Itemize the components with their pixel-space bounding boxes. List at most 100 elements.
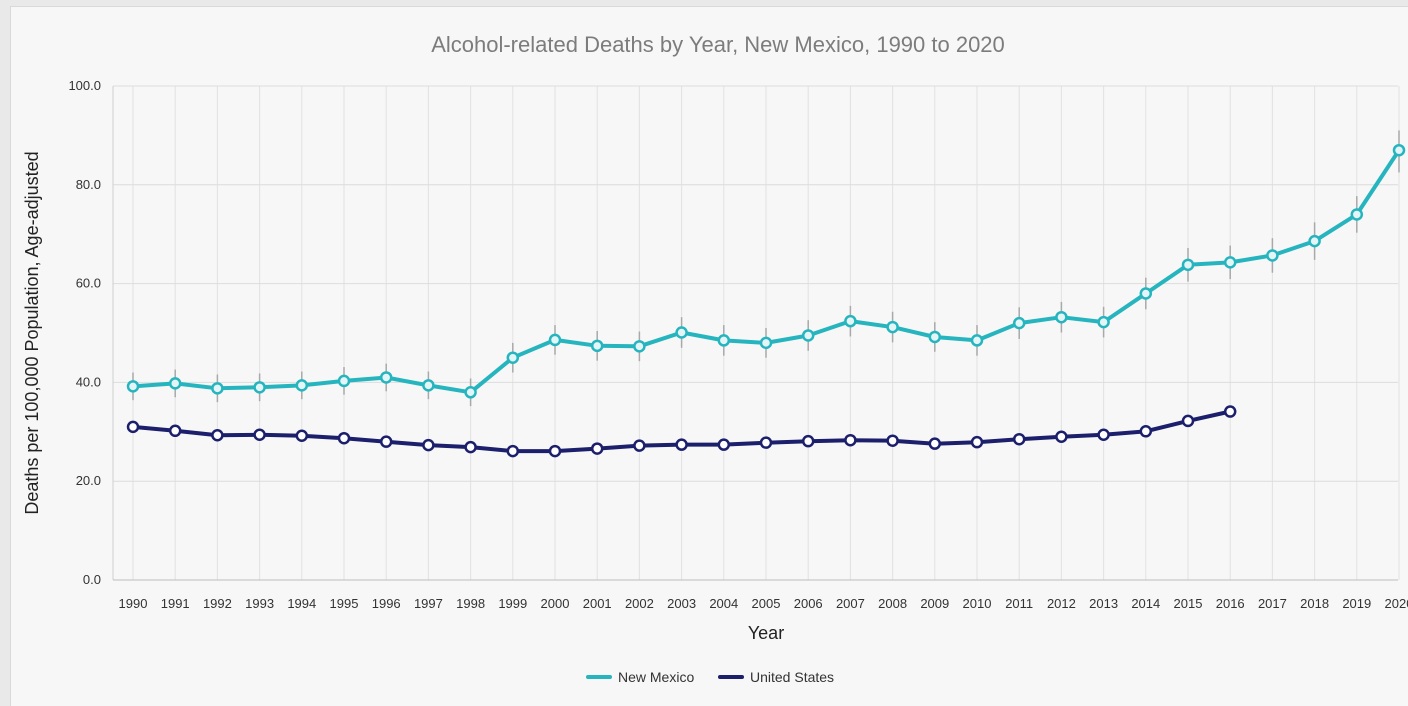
data-point [759, 336, 773, 350]
x-tick-label: 2018 [1300, 596, 1329, 611]
legend-label: New Mexico [618, 669, 694, 685]
data-point [970, 334, 984, 347]
data-point [675, 326, 688, 339]
x-tick-label: 2016 [1216, 596, 1245, 611]
data-point [801, 329, 815, 342]
data-point [886, 320, 899, 334]
x-tick-label: 2001 [583, 596, 612, 611]
data-point [548, 444, 562, 458]
data-point [928, 330, 942, 344]
y-axis-label: Deaths per 100,000 Population, Age-adjus… [22, 151, 42, 514]
x-tick-label: 2009 [920, 596, 949, 611]
y-tick-label: 40.0 [76, 374, 101, 389]
x-tick-label: 2014 [1131, 596, 1160, 611]
data-point [126, 380, 140, 393]
y-tick-label: 20.0 [76, 473, 101, 488]
data-point [422, 379, 435, 392]
x-tick-label: 2003 [667, 596, 696, 611]
x-tick-label: 1998 [456, 596, 485, 611]
data-point [422, 438, 435, 452]
data-point [1097, 315, 1110, 329]
data-point [633, 340, 646, 353]
data-point [1097, 428, 1110, 442]
data-point [1012, 432, 1026, 446]
data-point [844, 433, 857, 447]
x-tick-label: 1995 [330, 596, 359, 611]
legend: New Mexico United States [586, 669, 834, 685]
x-tick-label: 1991 [161, 596, 190, 611]
data-point [253, 381, 266, 394]
data-point [379, 371, 393, 384]
x-tick-label: 2004 [709, 596, 738, 611]
data-point [211, 429, 224, 442]
data-point [211, 382, 224, 395]
data-point [1223, 256, 1237, 269]
x-tick-label: 2007 [836, 596, 865, 611]
data-point [1055, 430, 1068, 443]
data-point [633, 439, 646, 452]
x-tick-label: 1990 [119, 596, 148, 611]
data-point [1055, 310, 1068, 324]
data-point [759, 436, 773, 449]
data-point [168, 377, 182, 390]
data-point [1350, 208, 1364, 221]
data-point [717, 438, 731, 451]
data-point [1266, 249, 1279, 262]
data-point [295, 379, 309, 392]
data-point [1139, 287, 1153, 300]
data-point [506, 351, 520, 364]
data-point [464, 440, 477, 454]
x-tick-label: 2002 [625, 596, 654, 611]
data-point [844, 314, 857, 328]
data-point [801, 434, 815, 448]
y-tick-label: 100.0 [68, 78, 101, 93]
data-point [548, 333, 562, 347]
y-tick-label: 0.0 [83, 572, 101, 587]
data-point [1181, 414, 1195, 428]
data-point [1308, 234, 1321, 248]
data-point [464, 386, 477, 399]
y-axis-ticks: 0.0 20.0 40.0 60.0 80.0 100.0 [68, 78, 101, 587]
data-point [379, 435, 393, 448]
data-point [717, 334, 731, 347]
chart-panel [10, 6, 1408, 706]
data-point [1223, 405, 1237, 418]
data-point [1012, 316, 1026, 330]
x-tick-label: 2017 [1258, 596, 1287, 611]
x-tick-label: 2000 [541, 596, 570, 611]
x-tick-label: 2011 [1005, 596, 1033, 611]
data-point [337, 374, 351, 388]
series-new-mexico [126, 130, 1406, 407]
x-tick-label: 2019 [1342, 596, 1371, 611]
x-tick-label: 2015 [1174, 596, 1203, 611]
data-point [126, 420, 140, 434]
data-point [928, 437, 942, 450]
chart-title: Alcohol-related Deaths by Year, New Mexi… [431, 32, 1005, 57]
data-point [337, 431, 351, 445]
x-tick-label: 2010 [963, 596, 992, 611]
x-tick-label: 1993 [245, 596, 274, 611]
series-united-states [126, 405, 1237, 458]
x-tick-label: 2013 [1089, 596, 1118, 611]
grid [112, 85, 1400, 581]
x-tick-label: 2008 [878, 596, 907, 611]
data-point [1139, 425, 1153, 438]
legend-label: United States [750, 669, 834, 685]
data-point [590, 339, 604, 353]
data-point [1181, 258, 1195, 272]
x-tick-label: 2006 [794, 596, 823, 611]
data-point [675, 438, 688, 451]
x-axis-ticks: 1990 1991 1992 1993 1994 1995 1996 1997 1998 1999… [119, 596, 1408, 611]
x-tick-label: 1999 [498, 596, 527, 611]
data-point [970, 435, 984, 449]
x-tick-label: 2020 [1385, 596, 1408, 611]
data-point [590, 442, 604, 455]
y-tick-label: 80.0 [76, 177, 101, 192]
data-point [886, 434, 899, 447]
x-tick-label: 1994 [287, 596, 316, 611]
x-tick-label: 2012 [1047, 596, 1076, 611]
y-tick-label: 60.0 [76, 276, 101, 291]
x-tick-label: 2005 [752, 596, 781, 611]
x-tick-label: 1992 [203, 596, 232, 611]
